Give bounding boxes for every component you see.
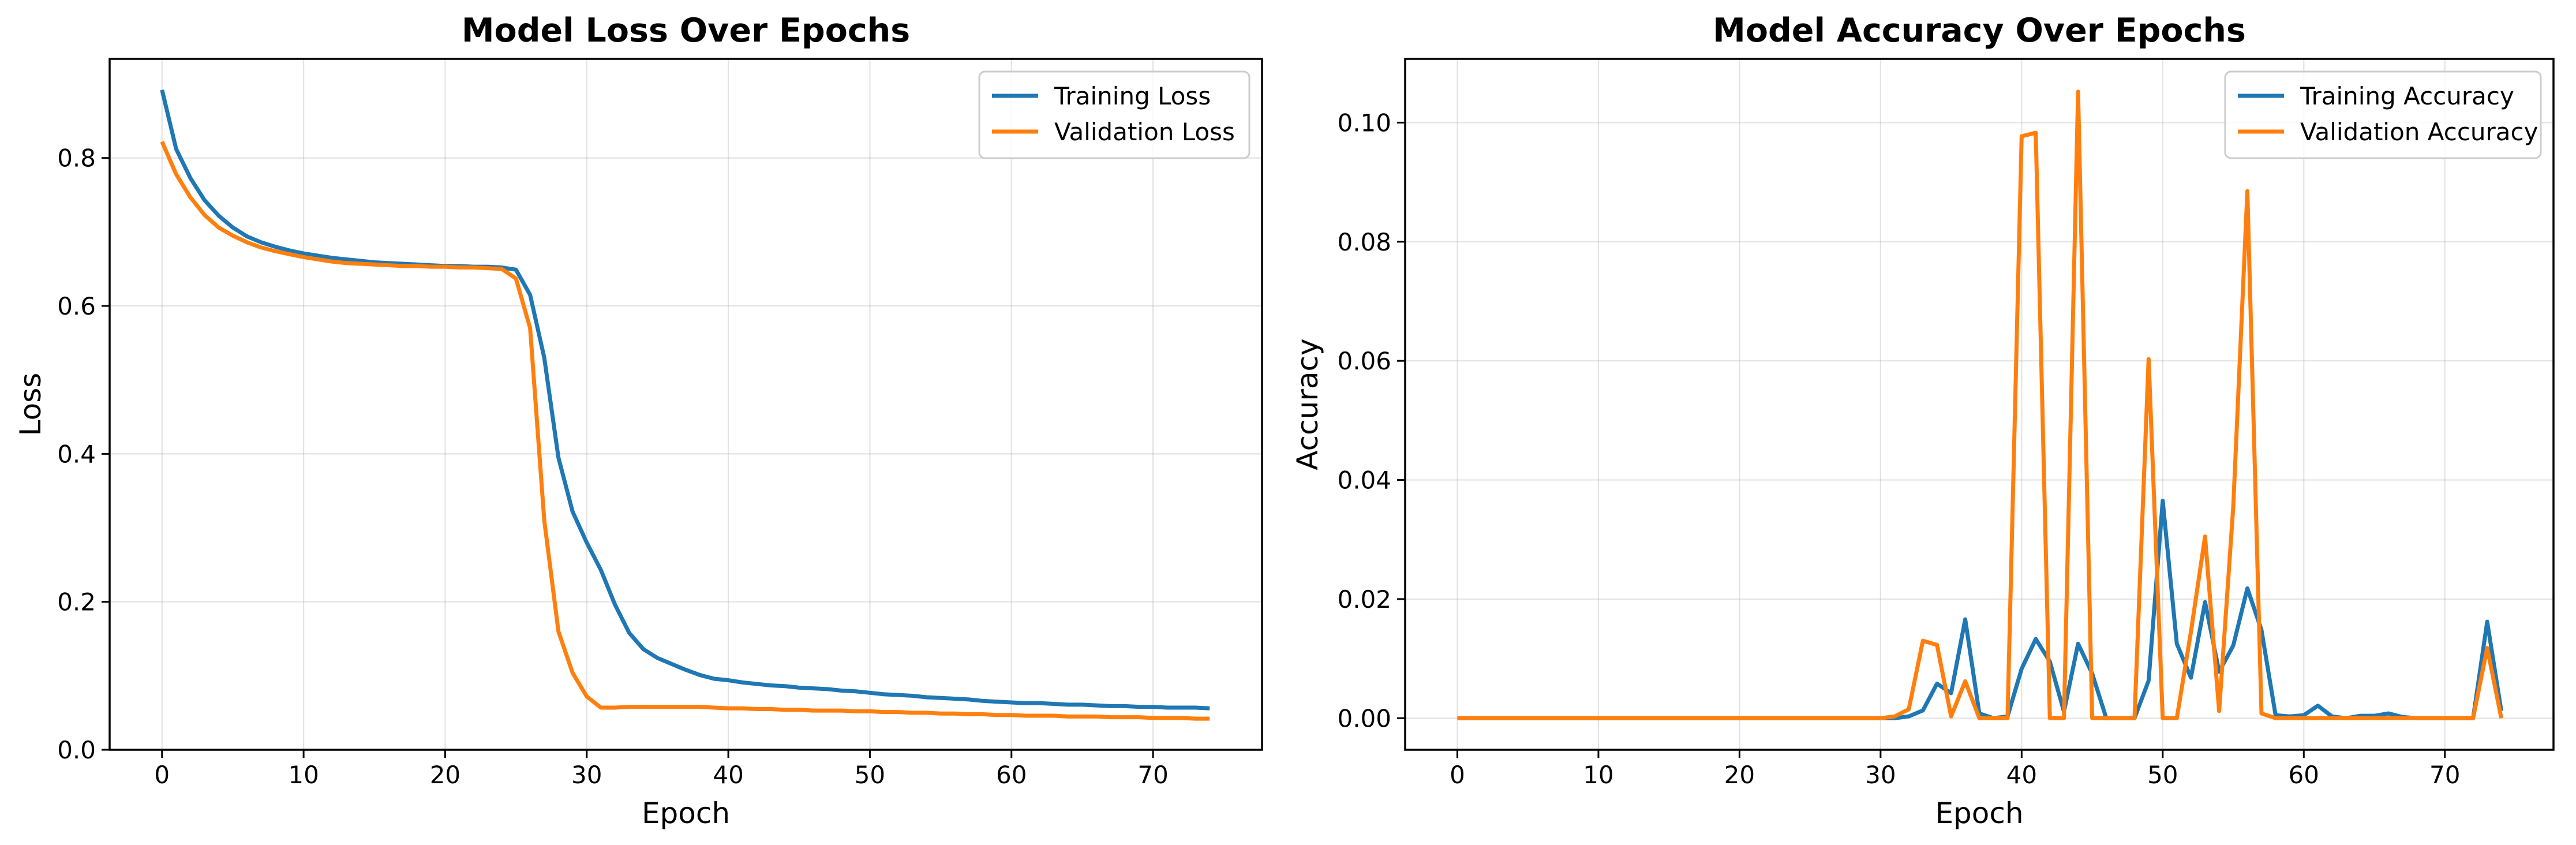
x-tick-label: 20 bbox=[430, 761, 460, 789]
x-tick-label: 60 bbox=[2289, 761, 2319, 789]
x-tick-label: 40 bbox=[713, 761, 743, 789]
legend-label-validation-loss: Validation Loss bbox=[1054, 118, 1235, 146]
chart-model-loss-over-epochs: 0 10 20 30 40 50 60 70 0.0 0.2 0.4 0.6 0.8 Model Loss… bbox=[14, 12, 1263, 830]
series-line-validation-accuracy bbox=[1457, 89, 2503, 720]
plot-frame bbox=[108, 58, 1263, 751]
x-tick-label: 50 bbox=[2147, 761, 2178, 789]
series-line-training-loss bbox=[160, 89, 1210, 711]
chart-title: Model Accuracy Over Epochs bbox=[1713, 12, 2246, 50]
legend-label-validation-accuracy: Validation Accuracy bbox=[2300, 118, 2538, 146]
y-tick-label: 0.06 bbox=[1337, 347, 1391, 375]
x-tick-label: 0 bbox=[1450, 761, 1465, 789]
x-tick-label: 70 bbox=[1137, 761, 1168, 789]
y-tick-label: 0.6 bbox=[57, 292, 96, 320]
x-tick-label: 20 bbox=[1724, 761, 1755, 789]
y-axis-label: Loss bbox=[14, 373, 47, 436]
chart-model-accuracy-over-epochs: 0 10 20 30 40 50 60 70 0.00 0.02 0.04 0.06 0.08 0.10 M… bbox=[1291, 12, 2555, 830]
plot-frame bbox=[1404, 58, 2555, 751]
x-tick-label: 0 bbox=[154, 761, 170, 789]
y-tick-label: 0.4 bbox=[57, 440, 96, 468]
y-tick-label: 0.08 bbox=[1337, 228, 1391, 256]
legend-box bbox=[978, 70, 1250, 159]
y-tick-label: 0.02 bbox=[1337, 585, 1391, 614]
y-tick-label: 0.0 bbox=[57, 736, 96, 764]
x-tick-label: 10 bbox=[288, 761, 319, 789]
x-tick-label: 40 bbox=[2006, 761, 2037, 789]
x-axis-label: Epoch bbox=[1935, 797, 2023, 830]
y-tick-label: 0.2 bbox=[57, 588, 96, 616]
legend: Training Loss Validation Loss bbox=[978, 70, 1250, 159]
x-tick-label: 10 bbox=[1583, 761, 1613, 789]
y-tick-label: 0.00 bbox=[1337, 704, 1391, 732]
x-tick-label: 30 bbox=[571, 761, 602, 789]
y-axis-label: Accuracy bbox=[1291, 338, 1324, 470]
legend-label-training-loss: Training Loss bbox=[1054, 82, 1211, 110]
x-tick-label: 70 bbox=[2429, 761, 2460, 789]
x-tick-label: 30 bbox=[1865, 761, 1896, 789]
y-tick-label: 0.8 bbox=[57, 144, 96, 173]
legend-box bbox=[2224, 70, 2542, 159]
x-tick-label: 60 bbox=[996, 761, 1027, 789]
chart-title: Model Loss Over Epochs bbox=[462, 12, 910, 50]
y-tick-label: 0.04 bbox=[1337, 466, 1391, 495]
series-line-validation-loss bbox=[160, 141, 1210, 721]
legend-label-training-accuracy: Training Accuracy bbox=[2300, 82, 2514, 110]
legend: Training Accuracy Validation Accuracy bbox=[2224, 70, 2542, 159]
y-tick-label: 0.10 bbox=[1337, 109, 1391, 137]
x-tick-label: 50 bbox=[855, 761, 885, 789]
x-axis-label: Epoch bbox=[642, 797, 730, 830]
